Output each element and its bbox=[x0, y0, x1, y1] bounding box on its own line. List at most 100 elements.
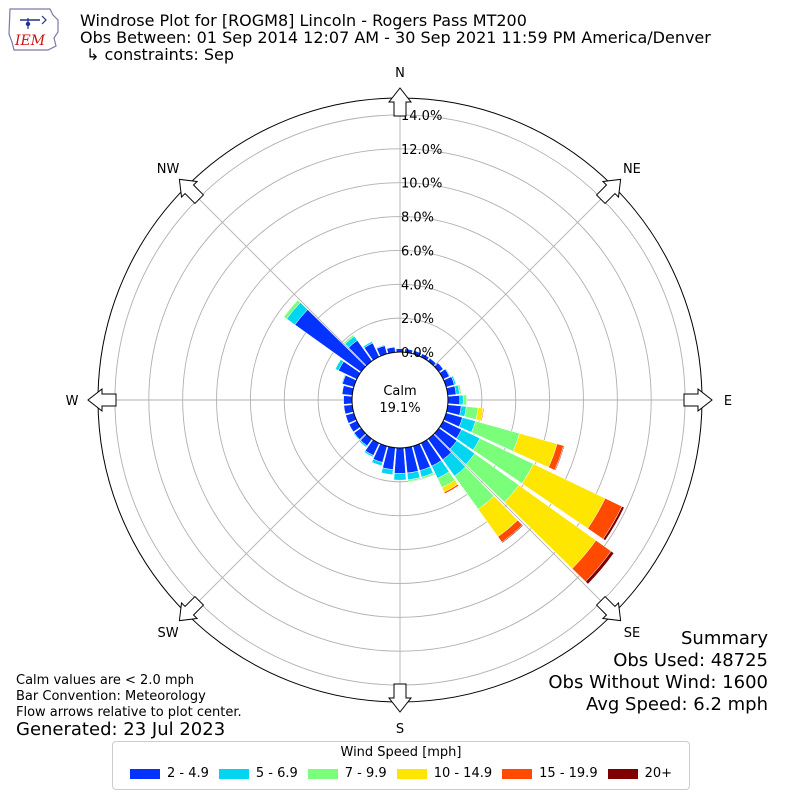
legend-item: 15 - 19.9 bbox=[502, 766, 598, 781]
direction-label: SW bbox=[158, 626, 179, 641]
legend-label: 15 - 19.9 bbox=[539, 766, 598, 781]
bar-segment bbox=[283, 299, 301, 320]
summary-avg-speed: Avg Speed: 6.2 mph bbox=[586, 694, 768, 715]
bar-segment bbox=[371, 458, 383, 467]
legend-swatch bbox=[607, 768, 638, 779]
bar-segment bbox=[334, 359, 344, 371]
chart-title: Windrose Plot for [ROGM8] Lincoln - Roge… bbox=[80, 11, 527, 30]
legend-item: 10 - 14.9 bbox=[396, 766, 493, 781]
direction-label: SE bbox=[624, 626, 640, 641]
bar-segment bbox=[353, 432, 361, 441]
flow-arrow bbox=[387, 683, 413, 713]
bar-segment bbox=[394, 447, 406, 474]
bar-segment bbox=[341, 374, 346, 385]
bar-segment bbox=[447, 395, 461, 405]
bar-segment bbox=[341, 385, 354, 396]
note-calm: Calm values are < 2.0 mph bbox=[16, 673, 195, 688]
flow-arrow bbox=[387, 87, 413, 117]
bar-segment bbox=[585, 550, 615, 585]
bar-segment bbox=[363, 450, 374, 458]
radial-labels: 0.0% 2.0% 4.0% 6.0% 8.0% 10.0% 12.0% 14.0% bbox=[401, 109, 442, 361]
bar-segment bbox=[602, 506, 625, 541]
bar-segment bbox=[358, 439, 368, 448]
arrow-icon bbox=[683, 387, 713, 413]
radial-label: 2.0% bbox=[401, 312, 434, 327]
legend-title: Wind Speed [mph] bbox=[340, 745, 462, 760]
legend-swatch bbox=[396, 768, 427, 779]
direction-labels: N NE E SE S SW W NW bbox=[66, 66, 733, 737]
legend-swatch bbox=[129, 768, 160, 779]
bar-segment bbox=[462, 394, 467, 406]
legend-swatch bbox=[307, 768, 338, 779]
summary-title: Summary bbox=[681, 628, 768, 649]
arrow-icon bbox=[595, 595, 622, 622]
bar-segment bbox=[457, 384, 462, 395]
radial-label: 6.0% bbox=[401, 244, 434, 259]
grid-spoke bbox=[433, 433, 614, 614]
direction-label: NE bbox=[623, 162, 641, 177]
grid-spoke bbox=[433, 186, 614, 367]
legend-label: 20+ bbox=[644, 766, 673, 781]
bar-segment bbox=[501, 524, 524, 544]
calm-center: Calm 19.1% bbox=[351, 351, 449, 449]
arrow-icon bbox=[595, 178, 622, 205]
bar-segment bbox=[375, 344, 386, 349]
bars bbox=[283, 299, 625, 585]
legend-item: 5 - 6.9 bbox=[218, 766, 298, 781]
grid-spoke bbox=[186, 186, 367, 367]
bar-segment bbox=[444, 368, 451, 377]
chart-subtitle: Obs Between: 01 Sep 2014 12:07 AM - 30 S… bbox=[80, 28, 711, 47]
bar-segment bbox=[464, 406, 479, 420]
grid-spoke bbox=[186, 433, 367, 614]
flow-arrow bbox=[595, 595, 622, 622]
note-flow: Flow arrows relative to plot center. bbox=[16, 705, 242, 720]
flow-arrows bbox=[87, 87, 713, 713]
bar-segment bbox=[554, 445, 565, 471]
legend-label: 5 - 6.9 bbox=[255, 766, 298, 781]
calm-value: 19.1% bbox=[379, 401, 420, 416]
bar-segment bbox=[451, 375, 457, 386]
legend-item: 2 - 4.9 bbox=[129, 766, 209, 781]
legend: Wind Speed [mph] 2 - 4.9 5 - 6.9 7 - 9.9… bbox=[112, 741, 690, 790]
flow-arrow bbox=[178, 178, 205, 205]
summary-box: Summary Obs Used: 48725 Obs Without Wind… bbox=[548, 628, 768, 716]
bar-segment bbox=[393, 472, 407, 481]
radial-label: 4.0% bbox=[401, 278, 434, 293]
windrose-chart: Calm 19.1% 0.0% 2.0% 4.0% 6.0% 8.0% 10.0% 12.0… bbox=[66, 66, 733, 737]
radial-label: 10.0% bbox=[401, 177, 442, 192]
radial-label: 14.0% bbox=[401, 109, 442, 124]
radial-label: 0.0% bbox=[401, 346, 434, 361]
flow-arrow bbox=[178, 595, 205, 622]
bar-segment bbox=[362, 341, 374, 349]
summary-obs-used: Obs Used: 48725 bbox=[613, 650, 768, 671]
bar-segment bbox=[480, 407, 485, 422]
arrow-icon bbox=[387, 87, 413, 117]
calm-label: Calm bbox=[383, 384, 416, 399]
bar-segment bbox=[421, 472, 435, 480]
arrow-icon bbox=[178, 595, 205, 622]
direction-label: E bbox=[724, 394, 732, 409]
legend-label: 2 - 4.9 bbox=[166, 766, 209, 781]
radial-label: 12.0% bbox=[401, 143, 442, 158]
bar-segment bbox=[459, 394, 464, 406]
iem-logo: IEM bbox=[6, 6, 64, 52]
direction-label: S bbox=[396, 722, 404, 737]
arrow-icon bbox=[387, 683, 413, 713]
flow-arrow bbox=[683, 387, 713, 413]
chart-constraints: ↳ constraints: Sep bbox=[86, 45, 235, 64]
direction-label: N bbox=[395, 66, 405, 81]
flow-arrow bbox=[87, 387, 117, 413]
direction-label: NW bbox=[157, 162, 180, 177]
arrow-icon bbox=[178, 178, 205, 205]
bar-segment bbox=[407, 477, 421, 482]
legend-item: 20+ bbox=[607, 766, 673, 781]
direction-label: W bbox=[66, 394, 79, 409]
bar-segment bbox=[443, 483, 460, 495]
note-convention: Bar Convention: Meteorology bbox=[16, 689, 206, 704]
legend-label: 10 - 14.9 bbox=[433, 766, 493, 781]
legend-swatch bbox=[218, 768, 249, 779]
iem-logo-text: IEM bbox=[14, 33, 46, 49]
bar-segment bbox=[343, 334, 355, 345]
arrow-icon bbox=[87, 387, 117, 413]
legend-swatch bbox=[502, 768, 533, 779]
